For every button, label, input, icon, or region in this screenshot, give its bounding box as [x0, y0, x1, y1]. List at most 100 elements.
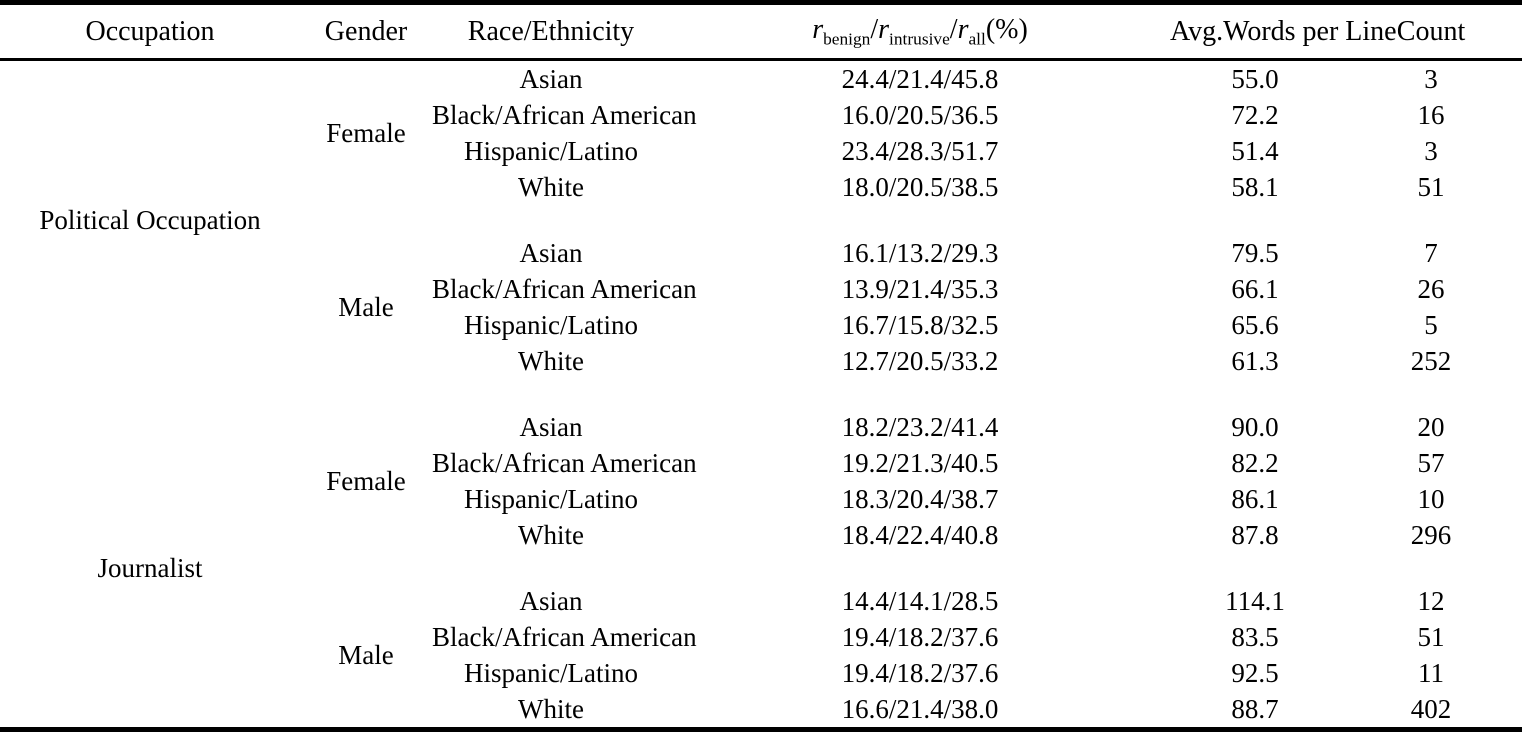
race-cell: Black/African American [432, 621, 697, 652]
count-cell: 12 [1417, 585, 1445, 616]
table-row: White 12.7/20.5/33.2 61.3 252 [0, 343, 1522, 379]
race-cell: Asian [519, 237, 583, 268]
table-row: Journalist Female Asian 18.2/23.2/41.4 90.0 2… [0, 409, 1522, 581]
table-row: White 18.4/22.4/40.8 87.8 296 [0, 517, 1522, 553]
ratio-cell: 12.7/20.5/33.2 [841, 345, 999, 376]
avg-words-cell: 79.5 [1231, 237, 1279, 268]
count-cell: 5 [1424, 309, 1438, 340]
table-row: Hispanic/Latino 19.4/18.2/37.6 92.5 11 [0, 655, 1522, 691]
avg-words-cell: 61.3 [1231, 345, 1279, 376]
avg-words-cell: 72.2 [1231, 99, 1279, 130]
occupation-cell: Political Occupation [39, 204, 261, 235]
race-cell: Black/African American [432, 447, 697, 478]
ratio-r-benign: r [812, 13, 824, 45]
ratio-slash-2: / [949, 13, 958, 45]
table-row: Hispanic/Latino 18.3/20.4/38.7 86.1 10 [0, 481, 1522, 517]
avg-words-cell: 83.5 [1231, 621, 1279, 652]
count-cell: 3 [1424, 63, 1438, 94]
table-row: White 16.6/21.4/38.0 88.7 402 [0, 691, 1522, 730]
race-cell: Hispanic/Latino [464, 657, 638, 688]
avg-words-cell: 51.4 [1231, 135, 1279, 166]
ratio-cell: 23.4/28.3/51.7 [841, 135, 999, 166]
table-row: Political Occupation Female Asian 24.4/21.4… [0, 60, 1522, 233]
ratio-cell: 19.4/18.2/37.6 [841, 621, 999, 652]
table-row: Black/African American 16.0/20.5/36.5 72.2… [0, 97, 1522, 133]
avg-words-cell: 82.2 [1231, 447, 1279, 478]
ratio-cell: 18.4/22.4/40.8 [841, 519, 999, 550]
avg-words-cell: 92.5 [1231, 657, 1279, 688]
race-cell: Asian [519, 63, 583, 94]
spacer-cell [0, 379, 1522, 409]
count-cell: 7 [1424, 237, 1438, 268]
count-cell: 3 [1424, 135, 1438, 166]
race-cell: White [518, 171, 584, 202]
ratio-sub-benign: benign [823, 29, 871, 49]
race-cell: White [518, 693, 584, 724]
col-header-ratio: rbenign/rintrusive/rall(%) [670, 2, 1170, 61]
count-cell: 51 [1417, 621, 1445, 652]
race-cell: Black/African American [432, 273, 697, 304]
spacer-cell [300, 553, 1522, 583]
count-cell: 11 [1418, 657, 1444, 688]
ratio-slash-1: / [870, 13, 879, 45]
race-cell: White [518, 519, 584, 550]
ratio-cell: 14.4/14.1/28.5 [841, 585, 999, 616]
ratio-cell: 18.2/23.2/41.4 [841, 411, 999, 442]
count-cell: 26 [1417, 273, 1445, 304]
gender-cell: Female [326, 465, 406, 496]
count-cell: 16 [1417, 99, 1445, 130]
table-row: Black/African American 19.2/21.3/40.5 82.2… [0, 445, 1522, 481]
col-header-count: Count [1340, 2, 1522, 61]
avg-words-cell: 55.0 [1231, 63, 1279, 94]
table-header: Occupation Gender Race/Ethnicity rbenign… [0, 2, 1522, 61]
avg-words-cell: 58.1 [1231, 171, 1279, 202]
race-cell: Hispanic/Latino [464, 135, 638, 166]
ratio-cell: 13.9/21.4/35.3 [841, 273, 999, 304]
race-cell: Hispanic/Latino [464, 309, 638, 340]
gender-cell: Female [326, 117, 406, 148]
race-cell: Black/African American [432, 99, 697, 130]
header-row: Occupation Gender Race/Ethnicity rbenign… [0, 2, 1522, 61]
avg-words-cell: 90.0 [1231, 411, 1279, 442]
count-cell: 20 [1417, 411, 1445, 442]
ratio-sub-intrusive: intrusive [889, 29, 950, 49]
avg-words-cell: 87.8 [1231, 519, 1279, 550]
spacer-row [0, 379, 1522, 409]
ratio-cell: 24.4/21.4/45.8 [841, 63, 999, 94]
count-cell: 57 [1417, 447, 1445, 478]
race-cell: Asian [519, 585, 583, 616]
col-header-gender: Gender [300, 2, 432, 61]
ratio-sub-all: all [968, 29, 986, 49]
avg-words-cell: 88.7 [1231, 693, 1279, 724]
table-row: Black/African American 13.9/21.4/35.3 66.1… [0, 271, 1522, 307]
avg-words-cell: 65.6 [1231, 309, 1279, 340]
count-cell: 402 [1410, 693, 1452, 724]
count-cell: 10 [1417, 483, 1445, 514]
ratio-r-all: r [957, 13, 969, 45]
table-row: Male Asian 16.1/13.2/29.3 79.5 7 [0, 235, 1522, 320]
race-cell: White [518, 345, 584, 376]
ratio-cell: 16.0/20.5/36.5 [841, 99, 999, 130]
avg-words-cell: 66.1 [1231, 273, 1279, 304]
ratio-cell: 18.3/20.4/38.7 [841, 483, 999, 514]
ratio-cell: 16.7/15.8/32.5 [841, 309, 999, 340]
table-row: Male Asian 14.4/14.1/28.5 114.1 12 [0, 583, 1522, 668]
col-header-avg-words: Avg.Words per Line [1170, 2, 1397, 61]
table-row: White 18.0/20.5/38.5 58.1 51 [0, 169, 1522, 205]
ratio-cell: 19.2/21.3/40.5 [841, 447, 999, 478]
spacer-cell [300, 205, 1522, 235]
count-cell: 252 [1410, 345, 1452, 376]
race-cell: Hispanic/Latino [464, 483, 638, 514]
ratio-cell: 18.0/20.5/38.5 [841, 171, 999, 202]
col-header-race: Race/Ethnicity [432, 2, 670, 61]
ratio-cell: 19.4/18.2/37.6 [841, 657, 999, 688]
avg-words-cell: 86.1 [1231, 483, 1279, 514]
gender-cell: Male [338, 639, 394, 670]
table-row: Hispanic/Latino 16.7/15.8/32.5 65.6 5 [0, 307, 1522, 343]
ratio-percent: (%) [985, 13, 1028, 45]
table-row: Black/African American 19.4/18.2/37.6 83.5… [0, 619, 1522, 655]
ratio-cell: 16.1/13.2/29.3 [841, 237, 999, 268]
col-header-occupation: Occupation [0, 2, 300, 61]
